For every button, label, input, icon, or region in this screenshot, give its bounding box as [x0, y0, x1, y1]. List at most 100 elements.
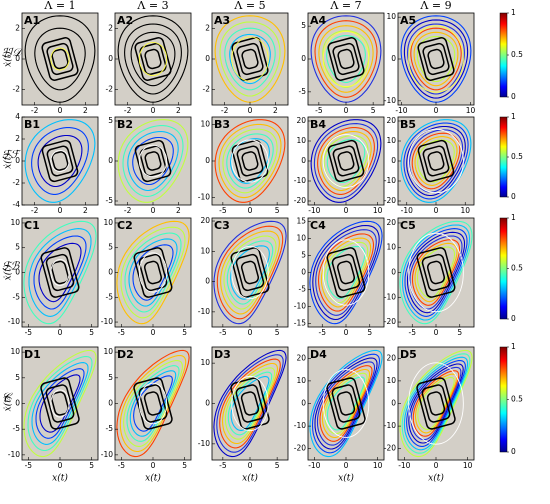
panel: -5 0 5 -10 -5 0 5 10 C2 [101, 217, 192, 337]
y-tick-label: 10 [386, 12, 396, 21]
y-tick-label: -20 [384, 444, 396, 453]
x-tick-label: -5 [219, 328, 227, 337]
y-tick-label: -10 [294, 176, 306, 185]
panel: -5 0 5 -10 -5 0 5 10 C1 ẋ(t) [3, 217, 99, 337]
y-tick-label: -10 [8, 450, 20, 459]
panel-label: C4 [310, 219, 326, 232]
panel-label: D2 [117, 348, 134, 361]
trajectory [122, 125, 184, 197]
x-tick-label: 0 [344, 328, 349, 337]
x-tick-label: 2 [176, 106, 181, 115]
trajectory [116, 349, 190, 458]
trajectory [401, 224, 471, 321]
trajectory [416, 35, 456, 83]
trajectory [314, 357, 378, 450]
x-tick-label: 0 [151, 106, 156, 115]
attractor-loop [417, 37, 455, 81]
trajectory [400, 15, 472, 103]
y-tick-label: 10 [386, 376, 396, 385]
x-tick-label: -5 [118, 461, 126, 470]
y-tick-label: 0 [391, 399, 396, 408]
trajectory [404, 228, 468, 317]
y-tick-label: 20 [386, 218, 396, 227]
colorbar [499, 217, 508, 320]
attractor-loop [236, 42, 264, 76]
target-circle [50, 47, 70, 71]
target-circle [50, 258, 70, 287]
x-tick-label: -2 [124, 206, 132, 215]
panel-label: A5 [400, 14, 416, 27]
x-tick-label: -10 [308, 461, 320, 470]
target-circle [231, 36, 269, 82]
x-tick-label: 0 [58, 106, 63, 115]
trajectory [403, 19, 469, 99]
attractor-loop [426, 391, 446, 416]
row-label: ℱℱ [2, 148, 22, 161]
attractor-loop [236, 145, 264, 177]
x-tick-label: 10 [373, 206, 383, 215]
trajectory [213, 349, 287, 458]
panel: -5 0 5 -20 -10 0 10 20 C5 [384, 217, 475, 337]
y-tick-label: -10 [8, 317, 20, 326]
trajectory [408, 129, 464, 193]
colorbar [499, 12, 508, 98]
attractor-loop [417, 139, 455, 183]
attractor-loop [327, 37, 365, 81]
colorbar-tick-label: 0 [511, 92, 516, 101]
column-header: Λ = 7 [329, 0, 361, 12]
x-tick-label: 0 [58, 328, 63, 337]
y-axis-label: ẋ(t) [3, 395, 14, 411]
attractor-loop [46, 42, 74, 76]
trajectory [326, 35, 366, 83]
trajectory [417, 139, 455, 183]
colorbar-tick-label: 1 [511, 112, 516, 121]
x-tick-label: 2 [176, 206, 181, 215]
trajectory [410, 366, 462, 441]
panel-label: D4 [310, 348, 327, 361]
y-axis-label: ẋ(t) [3, 264, 14, 280]
trajectory [317, 127, 375, 195]
trajectory [326, 138, 366, 184]
y-tick-label: 10 [386, 136, 396, 145]
colorbar-tick-label: 0 [511, 447, 516, 456]
panel-label: C2 [117, 219, 133, 232]
y-tick-label: 0 [205, 54, 210, 63]
y-tick-label: -2 [203, 85, 211, 94]
trajectory [230, 376, 270, 431]
trajectory [310, 15, 382, 103]
column-header: Λ = 9 [419, 0, 451, 12]
y-tick-label: 4 [15, 112, 20, 121]
attractor-loop [422, 42, 450, 76]
trajectory [117, 15, 189, 103]
column-header: Λ = 5 [233, 0, 265, 12]
colorbar-tick-label: 0.5 [511, 50, 523, 59]
panel: -10 0 10 -20 -10 0 10 20 B5 [384, 116, 475, 215]
attractor-loop [422, 145, 450, 177]
trajectory [35, 368, 85, 439]
trajectory [326, 376, 366, 431]
trajectory [320, 130, 372, 192]
x-tick-label: 5 [275, 328, 280, 337]
y-tick-label: -10 [101, 450, 113, 459]
y-tick-label: 10 [296, 376, 306, 385]
x-tick-label: 0 [434, 461, 439, 470]
x-tick-label: 0 [248, 206, 253, 215]
panel: -2 0 2 -2 0 2 A2 [106, 12, 192, 115]
y-tick-label: 0 [301, 54, 306, 63]
y-tick-label: -10 [384, 292, 396, 301]
trajectory [226, 240, 274, 305]
panel-label: C1 [24, 219, 40, 232]
y-tick-label: 10 [200, 119, 210, 128]
x-tick-label: 5 [182, 461, 187, 470]
row-label: 𝒞 [2, 391, 13, 404]
x-tick-label: 2 [273, 106, 278, 115]
x-tick-label: 10 [466, 106, 476, 115]
x-tick-label: 10 [460, 206, 470, 215]
colorbar-tick-label: 0.5 [511, 264, 523, 273]
attractor-loop [416, 377, 456, 430]
attractor-loop [241, 48, 259, 70]
attractor-loop [331, 253, 361, 292]
trajectory [317, 233, 375, 312]
